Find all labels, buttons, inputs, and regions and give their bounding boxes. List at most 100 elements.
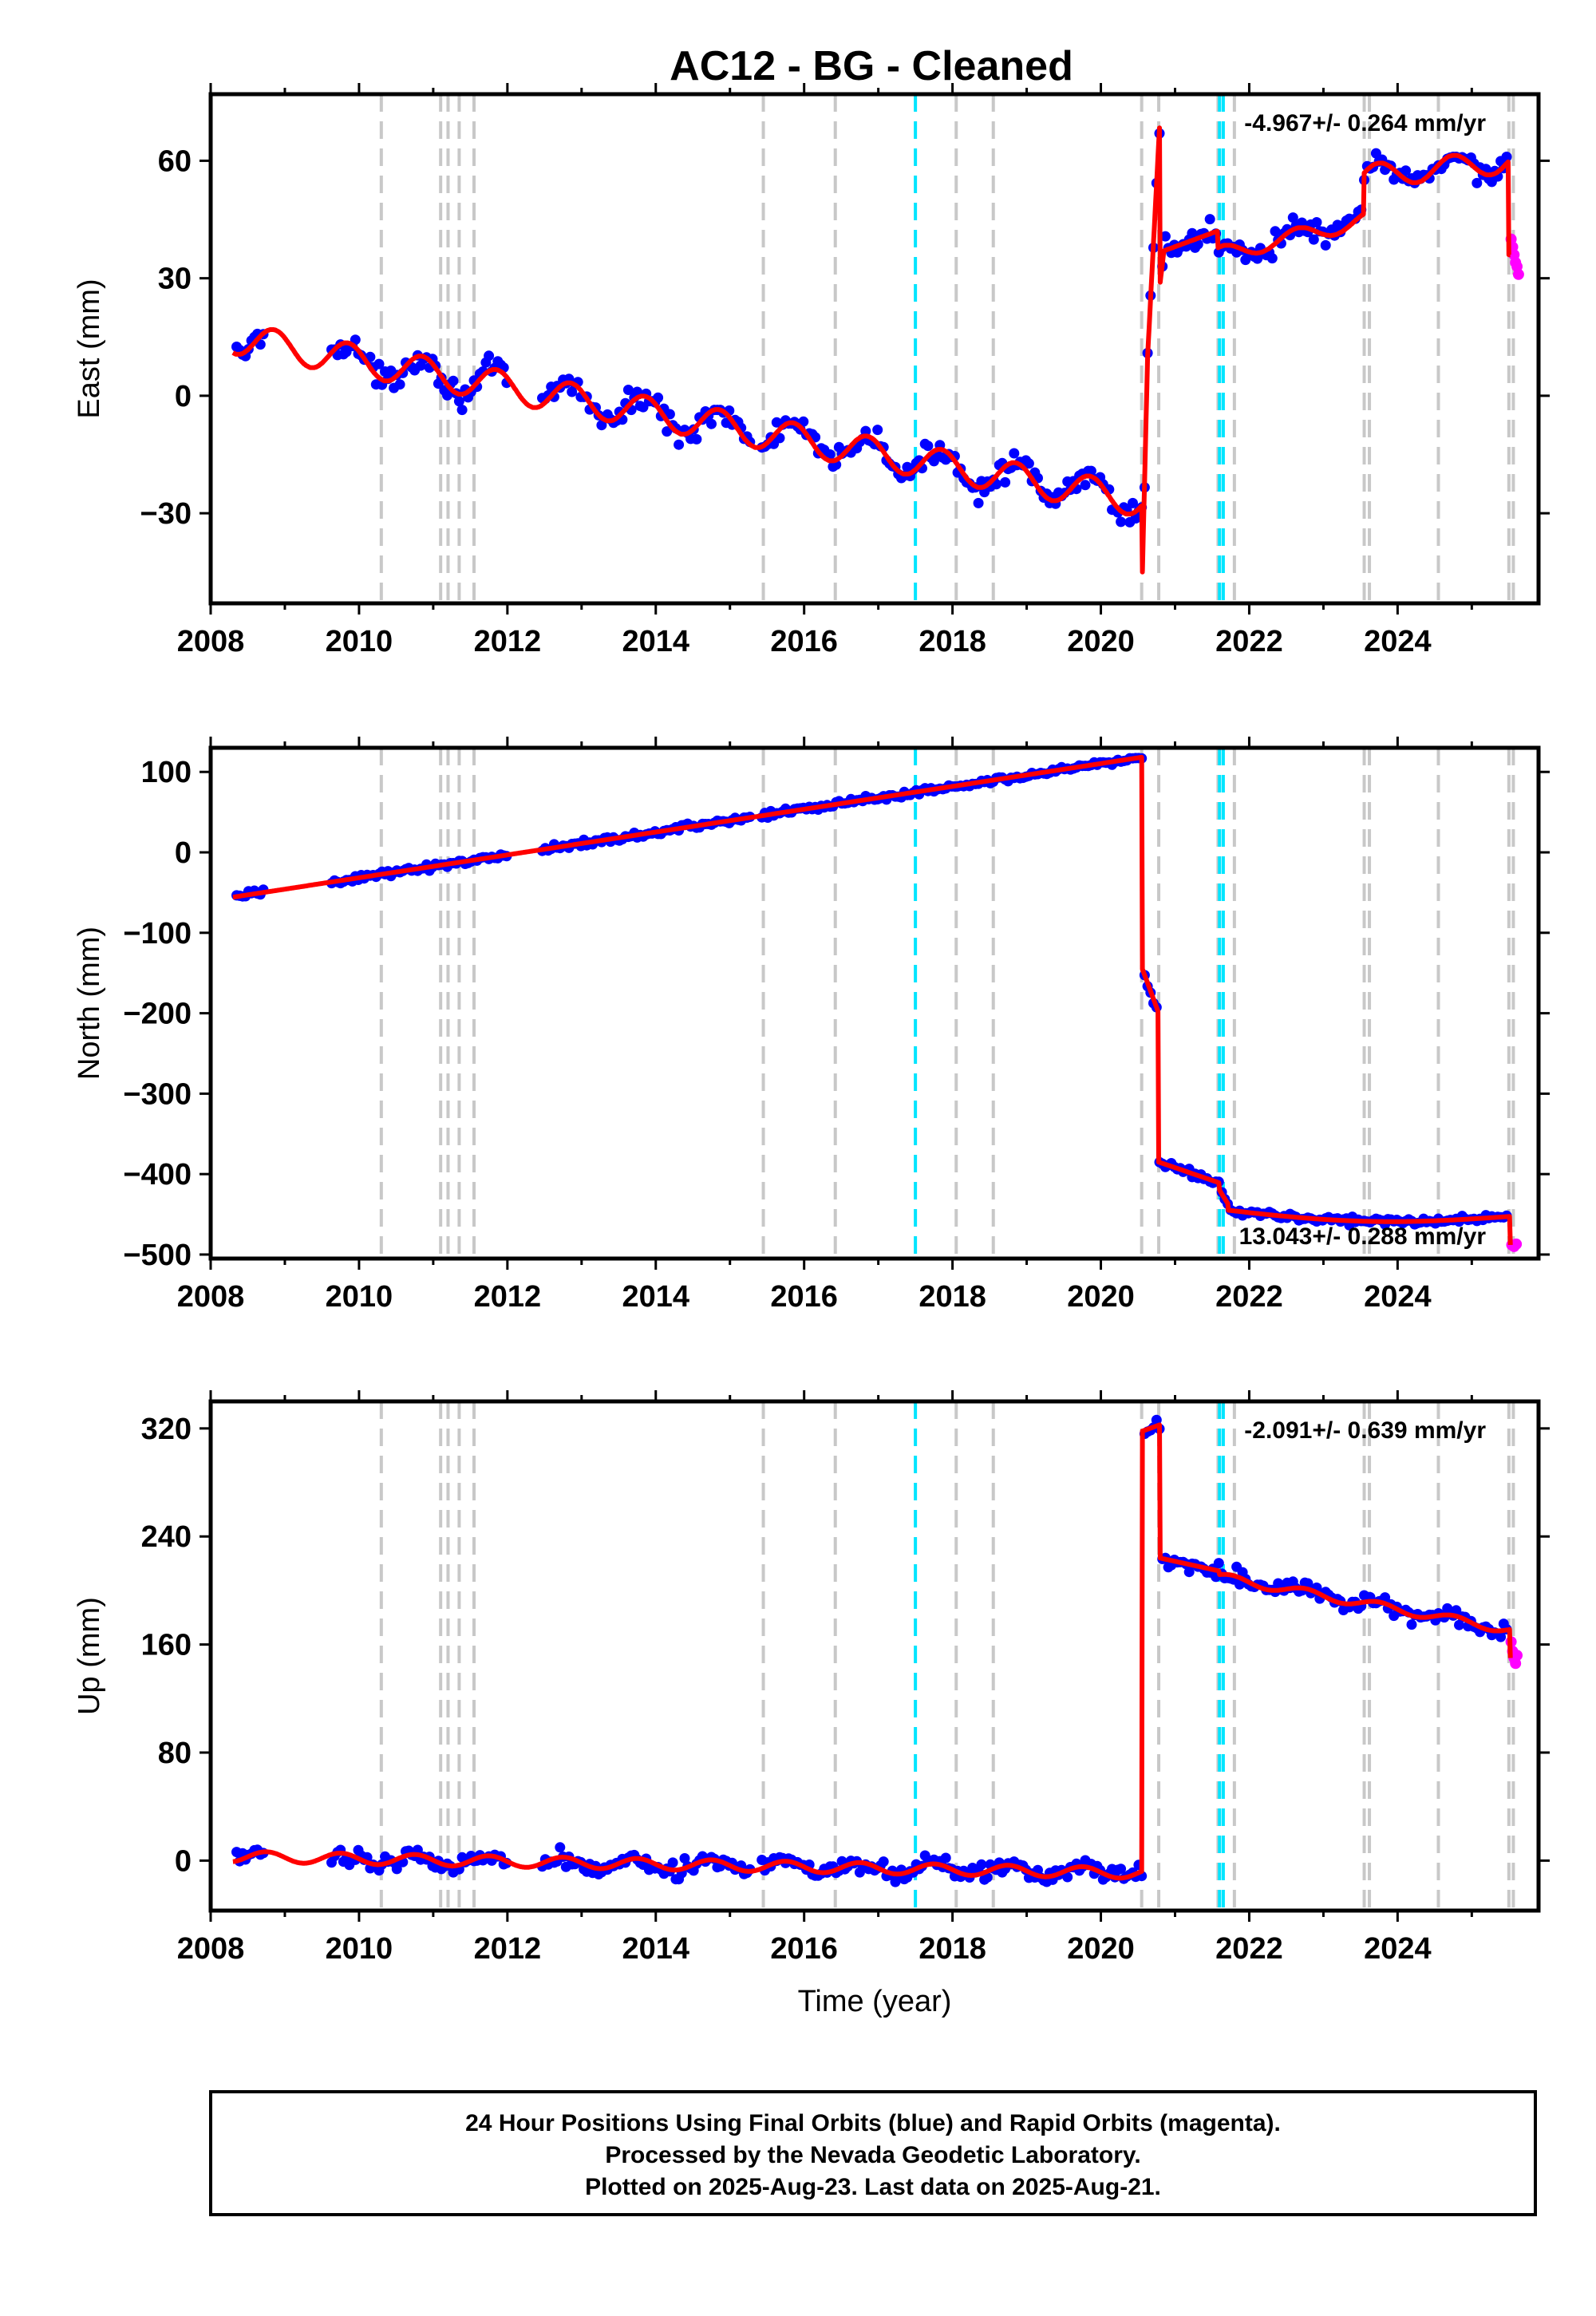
x-axis-label: Time (year)	[798, 1985, 952, 2018]
x-tick-label: 2018	[918, 1280, 986, 1314]
plot-frame	[208, 745, 1541, 1261]
rapid-orbit-point	[1511, 1238, 1523, 1250]
final-orbit-point	[1287, 212, 1298, 223]
footer-box: 24 Hour Positions Using Final Orbits (bl…	[209, 2090, 1537, 2216]
final-orbit-point	[973, 497, 984, 508]
velocity-rate-label: -2.091+/- 0.639 mm/yr	[1244, 1417, 1486, 1444]
plot-frame	[208, 92, 1541, 606]
rapid-orbit-point	[1512, 268, 1524, 280]
final-orbit-point	[373, 358, 385, 370]
final-orbit-point	[1266, 253, 1278, 264]
final-orbit-point	[664, 409, 675, 420]
x-tick-label: 2014	[622, 625, 689, 658]
final-orbit-point	[1495, 1631, 1507, 1642]
final-orbit-point	[653, 392, 664, 403]
figure-title: AC12 - BG - Cleaned	[670, 43, 1073, 89]
final-orbit-point	[878, 1856, 889, 1867]
final-orbit-point	[890, 1876, 901, 1887]
y-tick-label: 160	[141, 1629, 192, 1662]
final-orbit-point	[1085, 465, 1096, 476]
x-tick-label: 2012	[474, 625, 542, 658]
x-tick-label: 2008	[177, 625, 245, 658]
x-tick-label: 2010	[326, 625, 393, 658]
x-tick-label: 2018	[918, 1932, 986, 1966]
final-orbit-point	[922, 441, 934, 452]
final-orbit-point	[1501, 152, 1512, 162]
y-tick-label: −100	[123, 917, 192, 951]
final-orbit-point	[1128, 497, 1138, 508]
final-orbit-point	[674, 439, 685, 450]
y-tick-label: 60	[158, 144, 192, 178]
final-orbit-point	[1204, 214, 1215, 225]
final-orbit-point	[442, 389, 452, 401]
north-panel: 2008 2010 2012 2014 2016 2018 2020 2022 2024 −500…	[73, 737, 1550, 1314]
final-orbit-point	[1183, 1567, 1195, 1578]
y-tick-label: −500	[123, 1239, 192, 1272]
footer-frame	[209, 2090, 1537, 2216]
x-tick-label: 2008	[177, 1280, 245, 1314]
final-orbit-point	[394, 379, 405, 390]
final-orbit-point	[1320, 239, 1331, 251]
footer-line-orbits: 24 Hour Positions Using Final Orbits (bl…	[465, 2110, 1281, 2136]
final-orbit-point	[1080, 480, 1091, 491]
x-tick-label: 2024	[1364, 625, 1432, 658]
x-tick-label: 2020	[1067, 1280, 1135, 1314]
final-orbit-point	[1380, 1592, 1391, 1603]
x-tick-label: 2012	[474, 1280, 542, 1314]
x-tick-label: 2016	[770, 625, 838, 658]
model-line	[231, 125, 1512, 575]
x-tick-label: 2008	[177, 1932, 245, 1966]
final-orbit-point	[1311, 217, 1322, 227]
x-tick-label: 2022	[1215, 1932, 1283, 1966]
y-tick-label: −30	[140, 497, 192, 531]
final-orbit-point	[1159, 231, 1171, 242]
x-tick-label: 2010	[326, 1280, 393, 1314]
final-orbit-point	[691, 433, 702, 445]
final-orbit-point	[872, 425, 883, 436]
y-tick-label: 240	[141, 1520, 192, 1554]
y-axis-label: Up (mm)	[73, 1597, 106, 1715]
y-tick-label: −400	[123, 1158, 192, 1192]
final-orbit-point	[1270, 226, 1281, 237]
final-orbit-point	[1308, 234, 1319, 245]
final-orbit-point	[667, 1857, 678, 1868]
final-orbit-point	[940, 1852, 951, 1863]
y-axis-label: North (mm)	[73, 927, 106, 1080]
x-tick-label: 2020	[1067, 1932, 1135, 1966]
final-orbit-point	[1000, 476, 1011, 488]
y-axis-label: East (mm)	[73, 279, 106, 418]
up-panel: 2008 2010 2012 2014 2016 2018 2020 2022 2024 0 80 1…	[73, 1390, 1550, 2018]
model-line	[231, 754, 1513, 1245]
final-orbit-point	[1406, 1619, 1417, 1630]
final-orbit-point	[350, 334, 361, 346]
footer-line-processed: Processed by the Nevada Geodetic Laborat…	[605, 2142, 1140, 2168]
final-orbit-point	[1400, 165, 1412, 176]
east-panel: 2008 2010 2012 2014 2016 2018 2020 2022 2024 −30 0…	[73, 83, 1550, 658]
y-tick-label: 0	[175, 836, 192, 870]
y-tick-label: −200	[123, 998, 192, 1031]
y-tick-label: 320	[141, 1413, 192, 1446]
final-orbit-point	[1302, 1578, 1314, 1589]
final-orbit-point	[1116, 516, 1127, 528]
x-tick-label: 2010	[326, 1932, 393, 1966]
final-orbit-point	[1213, 1558, 1224, 1569]
final-orbit-point	[976, 1859, 987, 1870]
x-tick-label: 2022	[1215, 1280, 1283, 1314]
x-tick-label: 2016	[770, 1280, 838, 1314]
y-tick-label: 30	[158, 263, 192, 296]
final-orbit-point	[1472, 177, 1483, 188]
final-orbit-point	[448, 375, 459, 386]
y-tick-label: 80	[158, 1737, 192, 1770]
rapid-orbit-point	[1511, 1650, 1523, 1662]
x-tick-label: 2014	[622, 1280, 689, 1314]
velocity-rate-label: -4.967+/- 0.264 mm/yr	[1244, 110, 1486, 136]
x-tick-label: 2018	[918, 625, 986, 658]
plot-frame	[208, 1399, 1541, 1913]
y-tick-label: 0	[175, 1844, 192, 1878]
y-tick-label: 100	[141, 756, 192, 789]
final-orbit-point	[679, 1853, 690, 1863]
x-tick-label: 2022	[1215, 625, 1283, 658]
x-tick-label: 2020	[1067, 625, 1135, 658]
